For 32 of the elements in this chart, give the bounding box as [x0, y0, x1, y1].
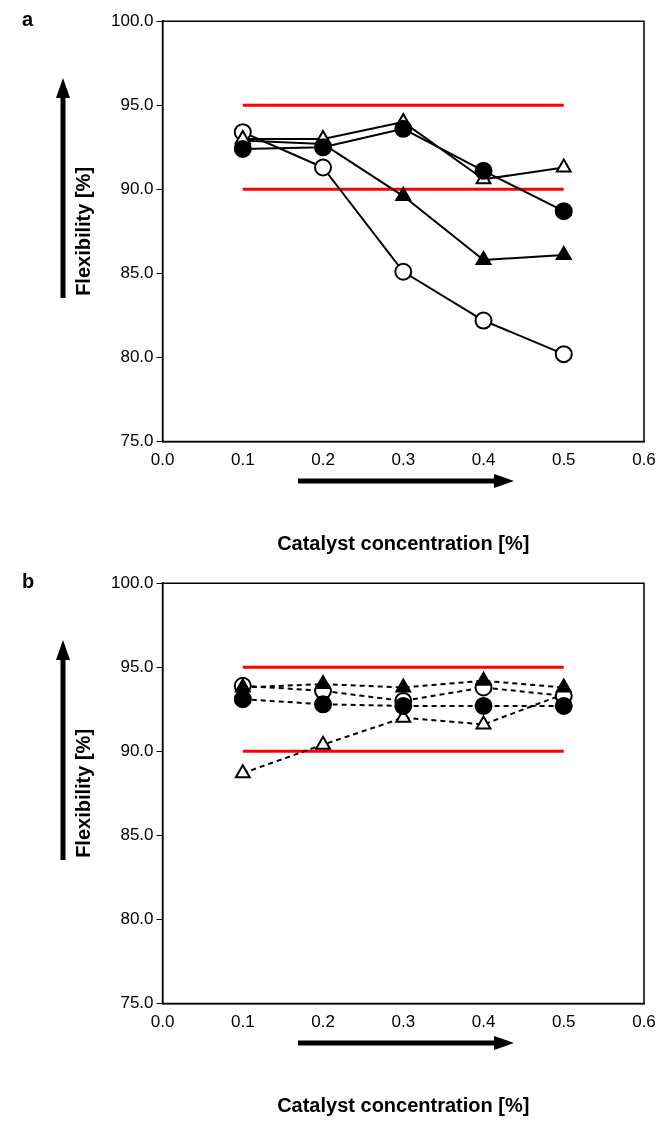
y-tick-label: 85.0	[120, 263, 154, 283]
y-tick-label: 75.0	[120, 993, 154, 1013]
x-tick-label: 0.2	[311, 1012, 335, 1032]
x-tick-label: 0.5	[551, 1012, 576, 1032]
x-tick-label: 0.1	[230, 1012, 255, 1032]
x-tick-label: 0.1	[230, 450, 255, 470]
x-tick-label: 0.4	[471, 450, 496, 470]
y-axis-title: Flexibility [%]	[71, 166, 94, 296]
y-tick-label: 85.0	[120, 825, 154, 845]
x-tick-label: 0.0	[150, 450, 175, 470]
x-tick-label: 0.3	[391, 1012, 416, 1032]
y-tick-label: 100.0	[110, 572, 154, 592]
y-tick-label: 80.0	[120, 347, 154, 367]
x-tick-label: 0.6	[632, 1012, 656, 1032]
chart-title: b	[22, 570, 35, 593]
y-tick-label: 75.0	[120, 431, 154, 451]
x-tick-label: 0.5	[551, 450, 576, 470]
x-axis-title: Catalyst concentration [%]	[277, 1093, 530, 1116]
y-tick-label: 90.0	[120, 741, 154, 761]
x-tick-label: 0.0	[150, 1012, 175, 1032]
y-tick-label: 100.0	[110, 10, 154, 30]
x-tick-label: 0.4	[471, 1012, 496, 1032]
y-tick-label: 90.0	[120, 179, 154, 199]
x-axis-title: Catalyst concentration [%]	[277, 531, 530, 554]
y-tick-label: 95.0	[120, 94, 154, 114]
y-tick-label: 80.0	[120, 909, 154, 929]
chart-title: a	[22, 8, 34, 31]
x-tick-label: 0.6	[632, 450, 656, 470]
x-tick-label: 0.3	[391, 450, 416, 470]
y-tick-label: 95.0	[120, 656, 154, 676]
x-tick-label: 0.2	[311, 450, 335, 470]
y-axis-title: Flexibility [%]	[71, 728, 94, 858]
